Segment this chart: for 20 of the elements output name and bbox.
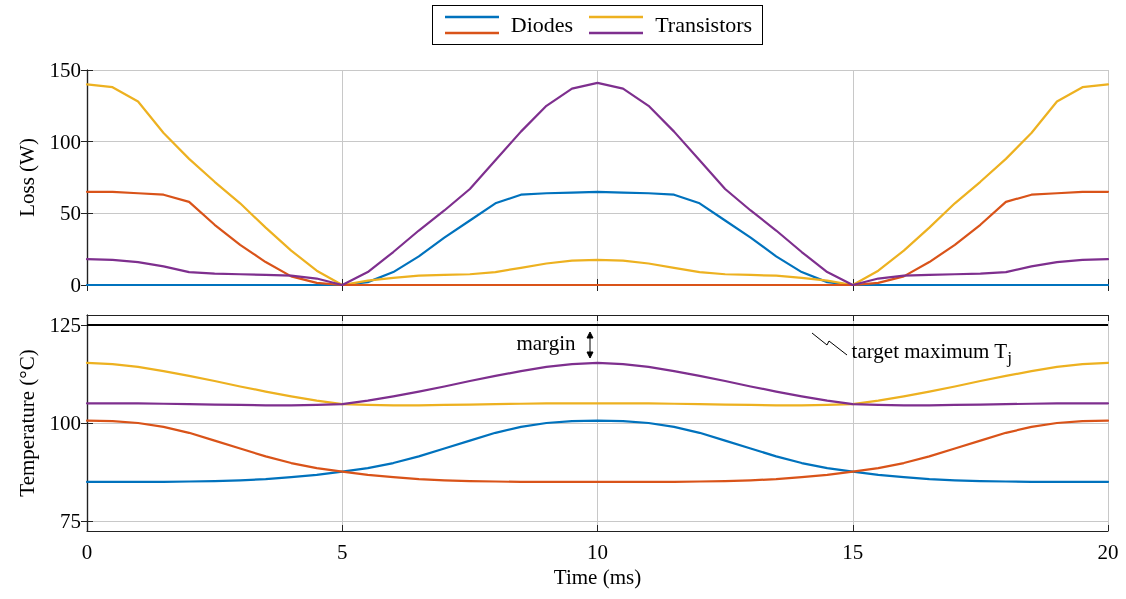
x-axis-title: Time (ms) — [553, 565, 642, 590]
legend-label: Diodes — [510, 12, 574, 38]
y-axis-title: Loss (W) — [14, 138, 39, 217]
y-tick-label: 50 — [60, 201, 81, 226]
x-tick-label: 5 — [337, 539, 348, 564]
y-axis-title: Temperature (°C) — [14, 349, 39, 497]
y-tick-label: 125 — [49, 312, 81, 337]
legend-label: Transistors — [655, 12, 753, 38]
x-tick-label: 20 — [1097, 539, 1119, 564]
y-tick-label: 150 — [49, 58, 81, 82]
y-tick-label: 100 — [49, 129, 81, 154]
x-tick-label: 15 — [842, 539, 864, 564]
legend-label: target maximum T$_{j}$ — [851, 338, 1012, 367]
y-tick-label: 0 — [70, 273, 81, 297]
line-series — [85, 190, 1110, 287]
x-tick-label: 10 — [587, 539, 608, 564]
y-tick-label: 100 — [49, 411, 81, 435]
line-series — [85, 419, 1110, 484]
y-tick-label: 75 — [60, 509, 81, 534]
annotation: margin — [516, 331, 576, 356]
